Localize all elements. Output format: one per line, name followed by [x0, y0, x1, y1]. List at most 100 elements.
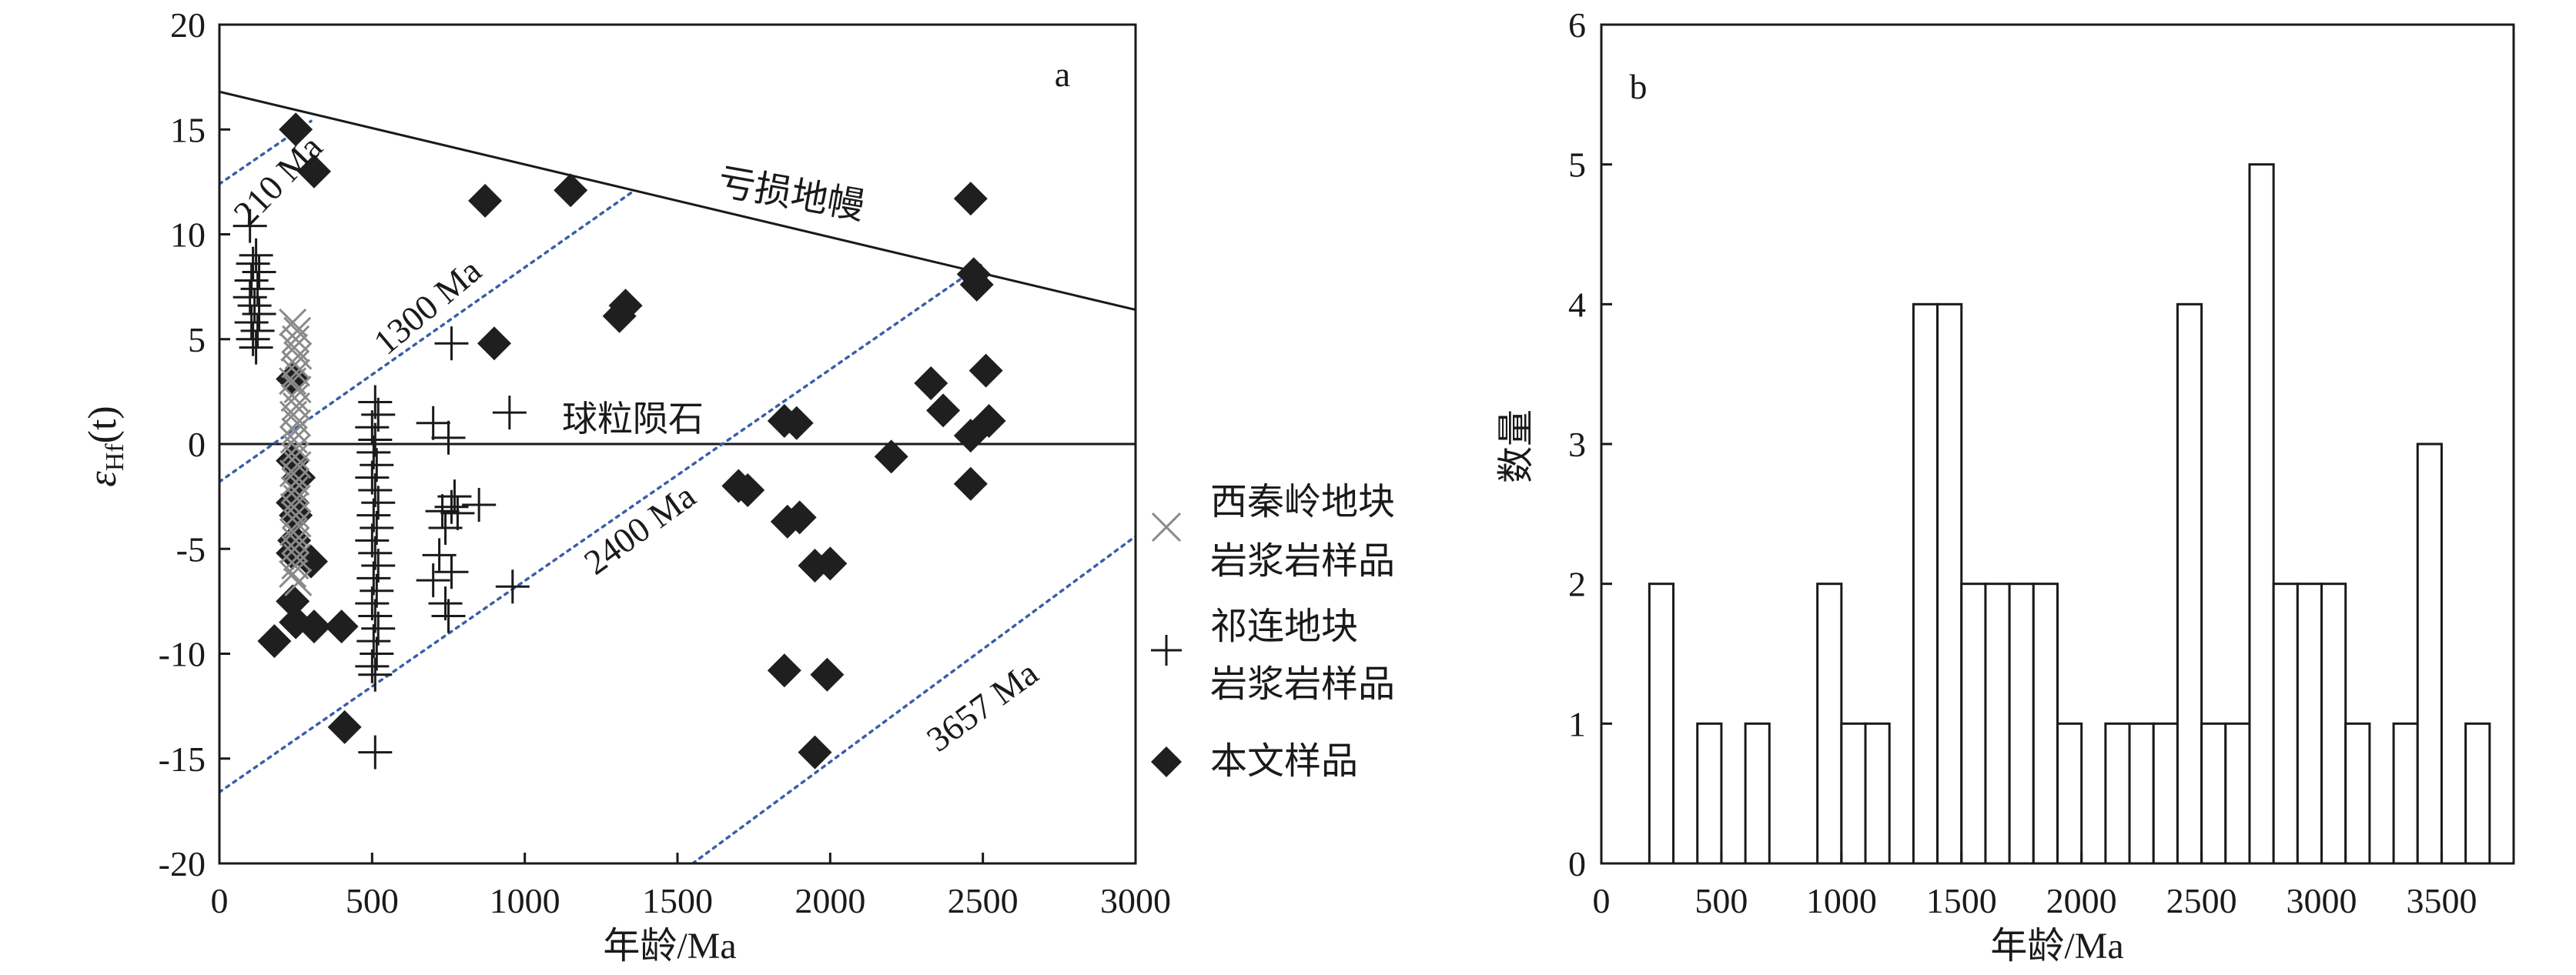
point-qilian	[416, 563, 450, 598]
point-qilian	[355, 649, 390, 683]
histogram-bar	[2416, 442, 2443, 865]
point-this-study	[798, 735, 832, 770]
point-qilian	[242, 297, 276, 332]
legend-marker-diamond	[1151, 746, 1182, 777]
point-qilian	[237, 289, 272, 323]
point-this-study	[296, 609, 331, 644]
x-tick-label-a: 500	[346, 881, 399, 920]
y-axis-label-a: εHf(t)	[81, 406, 129, 486]
y-tick-label-a: 10	[170, 215, 206, 255]
point-qilian	[361, 486, 396, 520]
x-tick-label-a: 3000	[1100, 881, 1171, 920]
y-axis-label-tail: (t)	[81, 406, 125, 443]
x-tick-label-b: 3000	[2287, 881, 2357, 920]
point-qilian	[358, 536, 393, 570]
point-qilian	[355, 460, 390, 495]
x-tick-label-a: 2500	[948, 881, 1019, 920]
y-axis-label-main: ε	[81, 471, 125, 487]
point-west-qinling	[279, 308, 307, 337]
x-axis-label-a: 年龄/Ma	[603, 926, 736, 967]
point-qilian	[462, 488, 497, 523]
y-tick-label-b: 2	[1568, 565, 1586, 604]
chur-label: 球粒陨石	[562, 399, 704, 439]
histogram-bar	[1984, 583, 2011, 865]
point-this-study	[296, 154, 331, 189]
point-qilian	[360, 573, 394, 608]
point-this-study	[953, 466, 988, 501]
x-tick-label-b: 0	[1593, 881, 1611, 920]
histogram-bar	[2008, 583, 2035, 865]
point-this-study	[468, 183, 503, 218]
y-tick-label-b: 4	[1568, 285, 1586, 324]
point-qilian	[236, 322, 270, 356]
point-qilian	[492, 396, 527, 430]
point-west-qinling	[282, 501, 310, 529]
model-age-label-2400: 2400 Ma	[577, 476, 702, 582]
depleted-mantle-label: 亏损地幔	[715, 162, 868, 228]
point-qilian	[239, 330, 273, 365]
y-tick-label-a: -10	[159, 635, 206, 674]
y-tick-label-b: 6	[1568, 5, 1586, 45]
point-qilian	[425, 494, 460, 529]
point-west-qinling	[279, 559, 307, 589]
point-this-study	[959, 267, 994, 302]
point-qilian	[234, 305, 269, 339]
point-west-qinling	[279, 493, 308, 521]
point-qilian	[361, 549, 396, 583]
point-qilian	[358, 422, 393, 457]
histogram-bar	[2200, 722, 2227, 865]
point-qilian	[234, 263, 269, 298]
point-this-study	[257, 624, 292, 659]
y-tick-label-a: -15	[159, 740, 206, 779]
point-qilian	[428, 586, 463, 621]
x-tick-label-a: 1500	[642, 881, 713, 920]
histogram-bar	[1840, 722, 1867, 865]
y-axis-label-sub: Hf	[101, 443, 129, 472]
x-tick-label-b: 1500	[1926, 881, 1997, 920]
y-tick-label-a: 0	[188, 425, 206, 464]
histogram-bar	[1864, 722, 1891, 865]
point-qilian	[356, 561, 391, 596]
point-qilian	[431, 599, 466, 633]
histogram-bar	[2032, 583, 2059, 865]
x-tick-label-b: 3500	[2406, 881, 2477, 920]
histogram-bar	[2320, 583, 2347, 865]
point-qilian	[356, 498, 391, 533]
point-qilian	[428, 511, 463, 545]
point-this-study	[926, 393, 961, 428]
histogram-bar	[1744, 722, 1771, 865]
model-age-line-3	[691, 535, 1136, 863]
model-age-label-3657: 3657 Ma	[919, 653, 1045, 759]
point-qilian	[355, 586, 390, 621]
y-tick-label-a: 15	[170, 110, 206, 149]
x-tick-label-a: 2000	[795, 881, 865, 920]
point-qilian	[236, 246, 270, 281]
x-axis-label-b: 年龄/Ma	[1990, 926, 2123, 967]
point-qilian	[355, 410, 390, 445]
point-qilian	[434, 555, 469, 589]
point-qilian	[358, 735, 393, 770]
legend-label-qilian-2: 岩浆岩样品	[1210, 664, 1395, 705]
point-qilian	[434, 489, 469, 524]
point-qilian	[240, 272, 275, 306]
point-this-study	[969, 353, 1003, 388]
point-qilian	[358, 472, 393, 507]
histogram-bar	[2176, 302, 2203, 865]
y-tick-label-b: 3	[1568, 425, 1586, 464]
histogram-bar	[2152, 722, 2179, 865]
x-tick-label-b: 2500	[2166, 881, 2237, 920]
point-qilian	[240, 313, 275, 348]
point-this-study	[477, 326, 511, 361]
point-this-study	[782, 500, 817, 535]
point-west-qinling	[283, 409, 312, 437]
point-west-qinling	[282, 325, 310, 353]
histogram-bar	[2392, 722, 2419, 865]
point-this-study	[953, 419, 988, 453]
histogram-bar	[1648, 583, 1675, 865]
histogram-bar	[2248, 163, 2275, 865]
x-tick-label-a: 0	[211, 881, 229, 920]
x-tick-label-b: 500	[1694, 881, 1748, 920]
point-qilian	[361, 397, 396, 432]
point-this-study	[276, 584, 310, 619]
point-this-study	[767, 653, 801, 688]
